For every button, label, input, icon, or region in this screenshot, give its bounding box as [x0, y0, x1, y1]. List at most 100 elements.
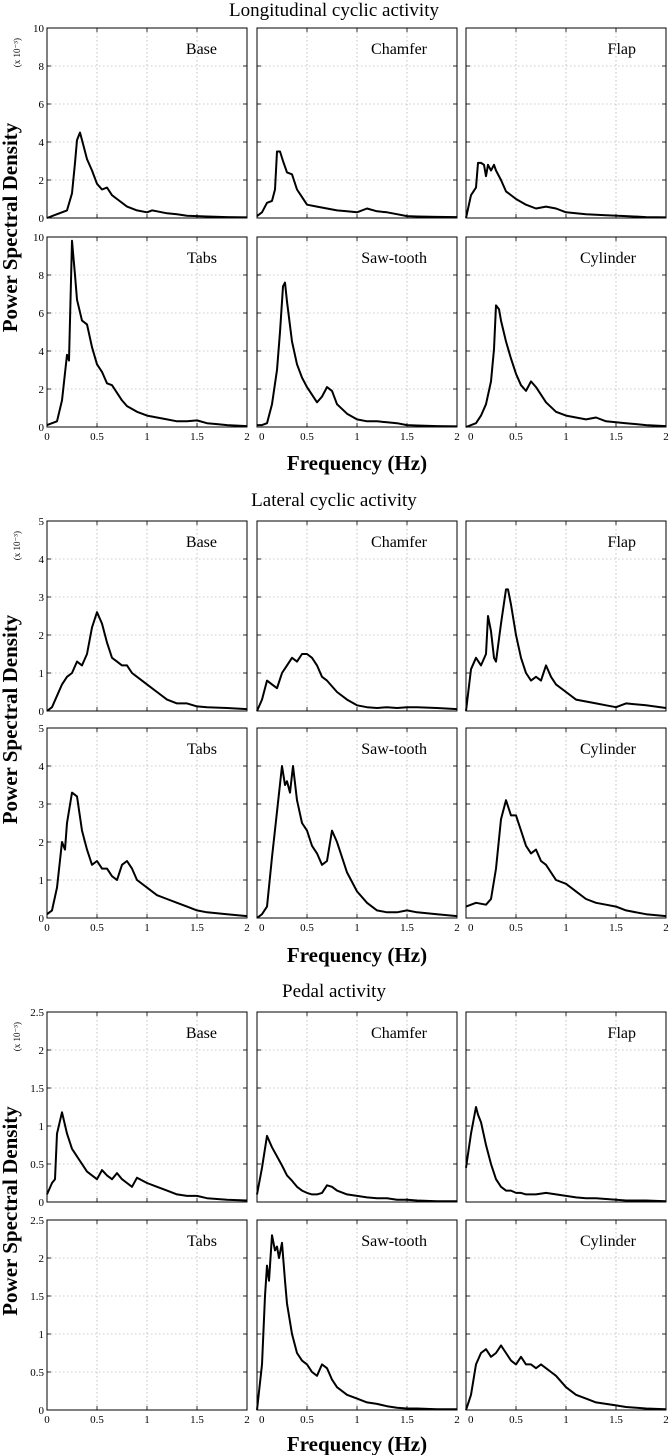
y-tick-label: 0: [39, 422, 45, 434]
y-tick-label: 0: [39, 706, 45, 718]
panel-saw-tooth: 0 0.5 1 1.5 2 Saw-tooth: [256, 1219, 460, 1426]
series-line-tabs: [46, 239, 248, 428]
y-tick-label: 2: [39, 837, 45, 849]
x-tick-label: 1.5: [609, 1414, 623, 1426]
y-tick-label: 0.5: [30, 1159, 44, 1171]
y-tick-label: 2: [39, 384, 45, 396]
panel-label: Cylinder: [580, 1233, 637, 1250]
panel-base: 0 0.5 1 1.5 2 2.5 Base: [30, 1007, 248, 1209]
chart-title: Longitudinal cyclic activity: [229, 0, 439, 21]
panel-frame: [256, 1011, 458, 1203]
x-tick-label: 1: [563, 922, 569, 934]
series-line-chamfer: [256, 653, 458, 712]
panel-frame: [465, 727, 667, 919]
chart-title: Pedal activity: [282, 981, 386, 1002]
series-line-saw-tooth: [256, 1234, 457, 1411]
panel-label: Base: [186, 534, 217, 551]
panel-frame: [256, 27, 458, 219]
x-tick-label: 0.5: [509, 1414, 523, 1426]
x-tick-label: 0: [44, 1414, 50, 1426]
panel-tabs: 0 2 4 6 8 10 0 0.5 1 1.5 2 Tabs: [33, 232, 250, 443]
x-axis-label: Frequency (Hz): [287, 943, 427, 967]
panel-label: Tabs: [187, 741, 217, 758]
y-tick-label: 4: [39, 761, 45, 773]
panel-label: Tabs: [187, 250, 217, 267]
series-line-saw-tooth: [257, 281, 458, 428]
series-line-chamfer: [256, 1134, 457, 1203]
x-tick-label: 0: [44, 922, 50, 934]
x-tick-label: 1: [144, 1414, 150, 1426]
x-tick-label: 1: [354, 431, 360, 443]
y-tick-label: 4: [39, 346, 45, 358]
panel-label: Flap: [608, 1025, 636, 1042]
panel-frame: [256, 520, 458, 712]
series-line-chamfer: [256, 150, 458, 219]
panel-frame: [465, 27, 667, 219]
chart-title: Lateral cyclic activity: [251, 490, 417, 511]
x-tick-label: 2: [454, 431, 460, 443]
panel-frame: [465, 1219, 667, 1411]
panel-saw-tooth: 0 0.5 1 1.5 2 Saw-tooth: [256, 727, 460, 934]
x-tick-label: 0: [468, 922, 474, 934]
series-line-cylinder: [465, 1344, 667, 1411]
panel-label: Base: [186, 1025, 217, 1042]
x-tick-label: 1: [354, 922, 360, 934]
panel-chamfer: Chamfer: [256, 27, 458, 219]
panel-label: Cylinder: [580, 741, 637, 758]
x-tick-label: 1: [563, 431, 569, 443]
y-tick-label: 1: [39, 1329, 45, 1341]
x-tick-label: 0.5: [300, 922, 314, 934]
x-tick-label: 1: [144, 922, 150, 934]
series-line-saw-tooth: [256, 765, 458, 919]
series-line-flap: [465, 588, 667, 712]
series-line-base: [46, 131, 248, 219]
panel-frame: [46, 1219, 248, 1411]
y-tick-label: 0: [39, 1197, 45, 1209]
y-tick-label: 6: [39, 308, 45, 320]
y-tick-label: 0: [39, 913, 45, 925]
x-axis-label: Frequency (Hz): [287, 451, 427, 475]
panel-label: Tabs: [187, 1233, 217, 1250]
y-tick-label: 1.5: [30, 1291, 44, 1303]
panel-label: Saw-tooth: [361, 741, 427, 758]
series-line-base: [46, 611, 248, 712]
y-tick-label: 2: [39, 1253, 45, 1265]
y-tick-label: 0.5: [30, 1367, 44, 1379]
panel-tabs: 0 0.5 1 1.5 2 2.5 0 0.5 1 1.5 2 Tabs: [30, 1215, 250, 1426]
panel-frame: [46, 727, 248, 919]
x-tick-label: 2: [454, 922, 460, 934]
x-tick-label: 0: [259, 431, 265, 443]
x-tick-label: 1.5: [609, 431, 623, 443]
x-tick-label: 2: [663, 1414, 669, 1426]
panel-saw-tooth: 0 0.5 1 1.5 2 Saw-tooth: [256, 236, 460, 443]
panel-frame: [46, 236, 248, 428]
x-tick-label: 2: [244, 431, 250, 443]
x-tick-label: 2: [663, 431, 669, 443]
series-line-cylinder: [465, 304, 667, 428]
y-tick-label: 5: [39, 516, 45, 528]
panel-frame: [465, 236, 667, 428]
y-scale-label: (x 10⁻³): [12, 38, 22, 67]
series-line-flap: [465, 161, 667, 219]
x-tick-label: 0.5: [509, 922, 523, 934]
x-tick-label: 1.5: [400, 431, 414, 443]
y-tick-label: 3: [39, 799, 45, 811]
y-tick-label: 0: [39, 1405, 45, 1417]
x-tick-label: 0: [468, 431, 474, 443]
x-tick-label: 2: [244, 922, 250, 934]
panel-label: Base: [186, 41, 217, 58]
panel-label: Chamfer: [371, 1025, 428, 1042]
x-tick-label: 0: [259, 1414, 265, 1426]
panel-frame: [465, 520, 667, 712]
x-axis-label: Frequency (Hz): [287, 1432, 427, 1455]
panel-flap: Flap: [465, 1011, 667, 1203]
chart-group-2: Lateral cyclic activity (x 10⁻³) Power Spe…: [0, 490, 669, 967]
panel-cylinder: 0 0.5 1 1.5 2 Cylinder: [465, 1219, 669, 1426]
panel-flap: Flap: [465, 27, 667, 219]
x-tick-label: 1.5: [609, 922, 623, 934]
panel-frame: [46, 520, 248, 712]
panel-base: 0 1 2 3 4 5 Base: [39, 516, 248, 718]
y-tick-label: 10: [33, 23, 45, 35]
panel-base: 0 2 4 6 8 10 Base: [33, 23, 248, 225]
